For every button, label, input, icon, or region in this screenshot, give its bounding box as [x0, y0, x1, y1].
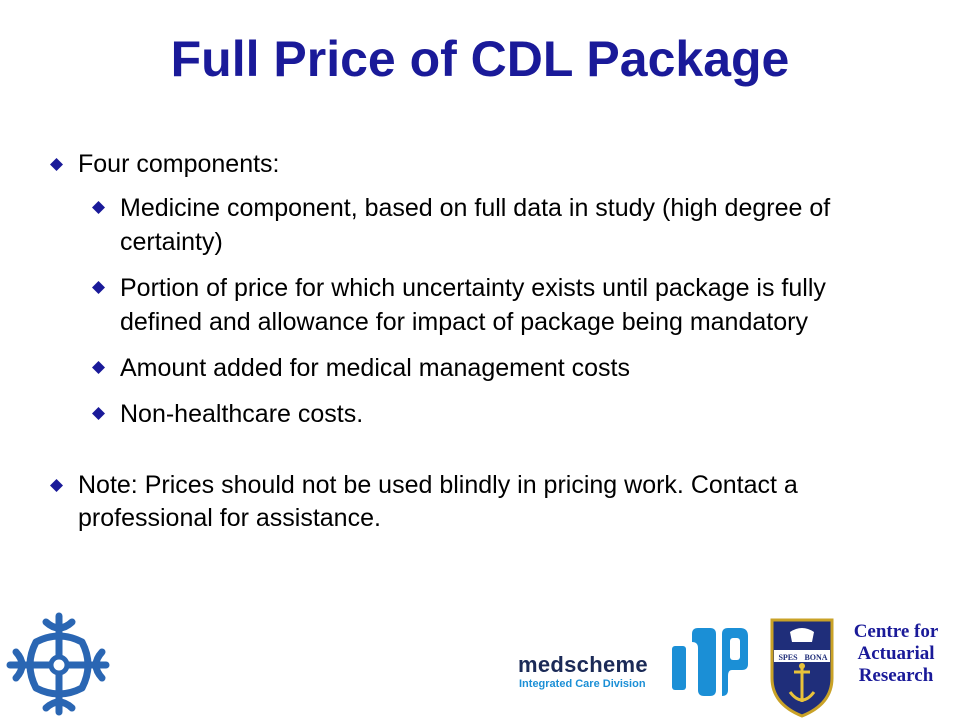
slide-title: Full Price of CDL Package	[170, 31, 790, 87]
bullet-item: Note: Prices should not be used blindly …	[48, 469, 908, 535]
celtic-cross-logo-icon	[6, 612, 110, 716]
diamond-bullet-icon	[92, 361, 105, 374]
diamond-bullet-icon	[50, 158, 63, 171]
medscheme-division: Integrated Care Division	[519, 678, 646, 690]
bullet-text: Medicine component, based on full data i…	[120, 194, 831, 256]
bullet-list: Four components: Medicine component, bas…	[48, 148, 908, 545]
centre-line: Actuarial	[857, 643, 935, 664]
centre-line: Research	[858, 665, 934, 686]
bullet-text: Portion of price for which uncertainty e…	[120, 274, 826, 336]
medscheme-mark-icon	[672, 628, 748, 696]
sub-bullet-item: Medicine component, based on full data i…	[90, 191, 908, 259]
crest-lettering-right: BONA	[804, 653, 827, 662]
diamond-bullet-icon	[92, 201, 105, 214]
diamond-bullet-icon	[50, 479, 63, 492]
sub-bullet-item: Non-healthcare costs.	[90, 397, 908, 431]
bullet-text: Amount added for medical management cost…	[120, 354, 630, 382]
diamond-bullet-icon	[92, 407, 105, 420]
diamond-bullet-icon	[92, 281, 105, 294]
university-crest-icon: SPES BONA	[770, 618, 834, 718]
centre-actuarial-research-label: Centre for Actuarial Research	[838, 621, 954, 687]
sub-bullet-item: Portion of price for which uncertainty e…	[90, 271, 908, 339]
bullet-text: Four components:	[78, 150, 280, 178]
bullet-item: Four components:	[48, 148, 908, 181]
medscheme-name: medscheme	[518, 652, 648, 677]
crest-lettering-left: SPES	[778, 653, 798, 662]
bullet-text: Non-healthcare costs.	[120, 400, 364, 428]
bullet-text: Note: Prices should not be used blindly …	[78, 471, 798, 532]
sub-bullet-item: Amount added for medical management cost…	[90, 351, 908, 385]
centre-line: Centre for	[853, 621, 939, 642]
